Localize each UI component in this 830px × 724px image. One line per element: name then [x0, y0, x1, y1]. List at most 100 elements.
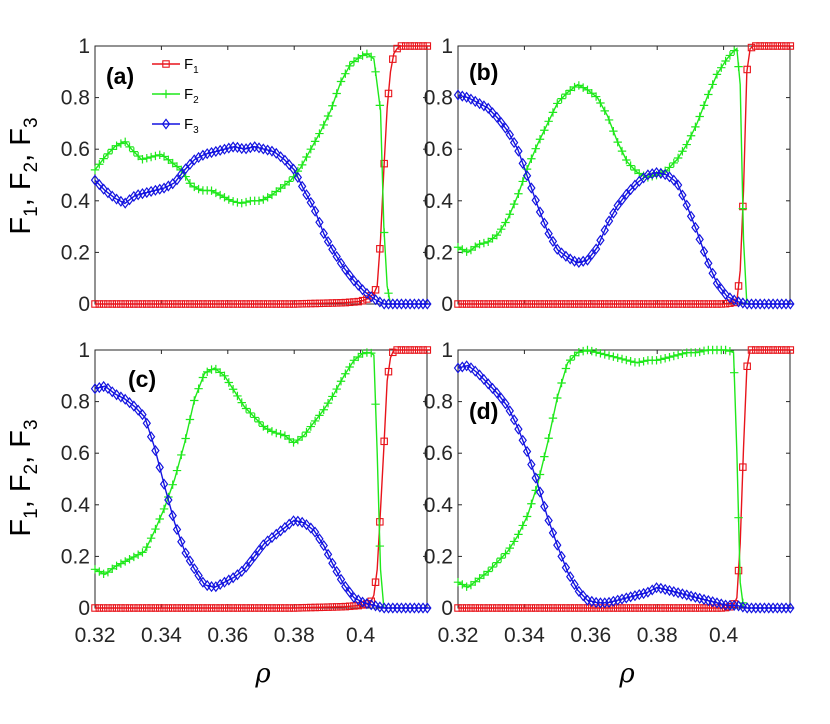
data-point-F2	[635, 358, 644, 367]
data-point-F1	[203, 604, 211, 612]
data-point-F3	[190, 154, 199, 166]
data-point-F1	[345, 298, 354, 307]
data-point-F1	[566, 300, 574, 308]
data-point-F1	[376, 245, 384, 253]
series-F2	[90, 348, 385, 609]
data-point-F3	[587, 248, 596, 261]
data-point-F1	[207, 604, 216, 612]
data-point-F1	[562, 300, 570, 308]
data-point-F2	[129, 552, 139, 562]
data-point-F2	[220, 193, 229, 202]
data-point-F2	[103, 567, 113, 577]
data-point-F2	[237, 398, 246, 407]
data-point-F1	[480, 604, 488, 612]
data-point-F2	[622, 155, 631, 165]
data-point-F1	[454, 300, 462, 308]
data-point-F2	[458, 245, 467, 254]
data-point-F2	[479, 570, 489, 580]
data-point-F1	[216, 604, 224, 612]
data-point-F1	[527, 300, 536, 308]
data-point-F1	[393, 346, 401, 354]
data-point-F2	[215, 368, 225, 377]
data-point-F3	[604, 596, 614, 609]
data-point-F3	[531, 472, 540, 484]
data-point-F2	[557, 378, 566, 388]
data-point-F3	[138, 409, 147, 421]
data-point-F3	[484, 378, 493, 390]
data-point-F3	[527, 182, 536, 194]
data-point-F2	[609, 126, 618, 136]
data-point-F1	[652, 604, 661, 612]
data-point-F3	[583, 254, 592, 266]
data-point-F3	[246, 142, 255, 154]
series-F3	[90, 380, 432, 614]
data-point-F1	[687, 604, 695, 612]
data-point-F1	[112, 300, 121, 308]
data-point-F1	[250, 604, 259, 612]
y-tick-label: 0.8	[61, 87, 90, 110]
panel-label: (b)	[469, 59, 498, 85]
data-point-F3	[172, 523, 182, 536]
data-point-F3	[306, 196, 315, 209]
data-point-F1	[635, 604, 644, 612]
data-point-F2	[596, 98, 605, 108]
data-point-F2	[458, 580, 467, 589]
data-point-F1	[769, 346, 777, 354]
x-axis-label-right: ρ	[618, 659, 635, 689]
data-point-F1	[756, 42, 764, 50]
data-point-F2	[712, 70, 722, 79]
data-point-F3	[90, 174, 100, 186]
data-point-F3	[302, 519, 311, 531]
data-point-F1	[212, 300, 220, 308]
data-point-F2	[596, 349, 605, 358]
data-point-F3	[99, 380, 108, 393]
data-point-F1	[717, 300, 726, 308]
data-point-F2	[587, 346, 596, 356]
data-point-F1	[419, 42, 427, 50]
data-point-F3	[786, 602, 795, 614]
data-point-F1	[358, 296, 367, 305]
data-point-F2	[121, 557, 130, 566]
data-point-F2	[479, 238, 489, 248]
y-tick-label: 0.2	[424, 545, 453, 568]
data-point-F2	[695, 112, 704, 121]
data-point-F1	[549, 604, 557, 612]
data-point-F1	[143, 300, 151, 308]
series-F1	[91, 42, 432, 308]
data-point-F1	[155, 604, 164, 612]
data-point-F1	[380, 159, 388, 168]
panel-b: 0 0.2 0.4 0.6 0.8 1 (b)	[424, 35, 795, 316]
data-point-F2	[190, 182, 199, 192]
data-point-F2	[518, 521, 527, 530]
data-point-F3	[496, 116, 506, 129]
data-point-F2	[138, 548, 147, 557]
data-point-F2	[466, 580, 476, 590]
data-point-F2	[254, 417, 264, 427]
data-point-F2	[315, 411, 324, 420]
data-point-F2	[738, 204, 748, 213]
data-point-F2	[159, 504, 169, 514]
series-F1	[91, 346, 432, 612]
data-point-F1	[682, 300, 691, 308]
data-point-F3	[514, 423, 523, 435]
data-point-F1	[475, 300, 484, 308]
data-point-F2	[540, 452, 549, 461]
data-point-F1	[518, 604, 527, 612]
data-point-F1	[406, 42, 414, 50]
series-F3	[90, 141, 432, 310]
data-point-F1	[665, 300, 674, 308]
data-point-F2	[617, 146, 627, 156]
data-point-F1	[281, 604, 289, 612]
data-point-F2	[207, 186, 216, 195]
data-point-F2	[544, 117, 553, 126]
data-point-F1	[263, 300, 272, 308]
data-point-F3	[159, 182, 169, 194]
data-point-F1	[557, 300, 566, 308]
data-point-F2	[228, 385, 238, 394]
series-F3	[453, 89, 795, 310]
data-point-F1	[523, 604, 531, 612]
data-point-F3	[354, 594, 363, 606]
data-point-F3	[535, 486, 545, 498]
data-point-F2	[462, 582, 471, 591]
data-point-F2	[587, 89, 596, 98]
